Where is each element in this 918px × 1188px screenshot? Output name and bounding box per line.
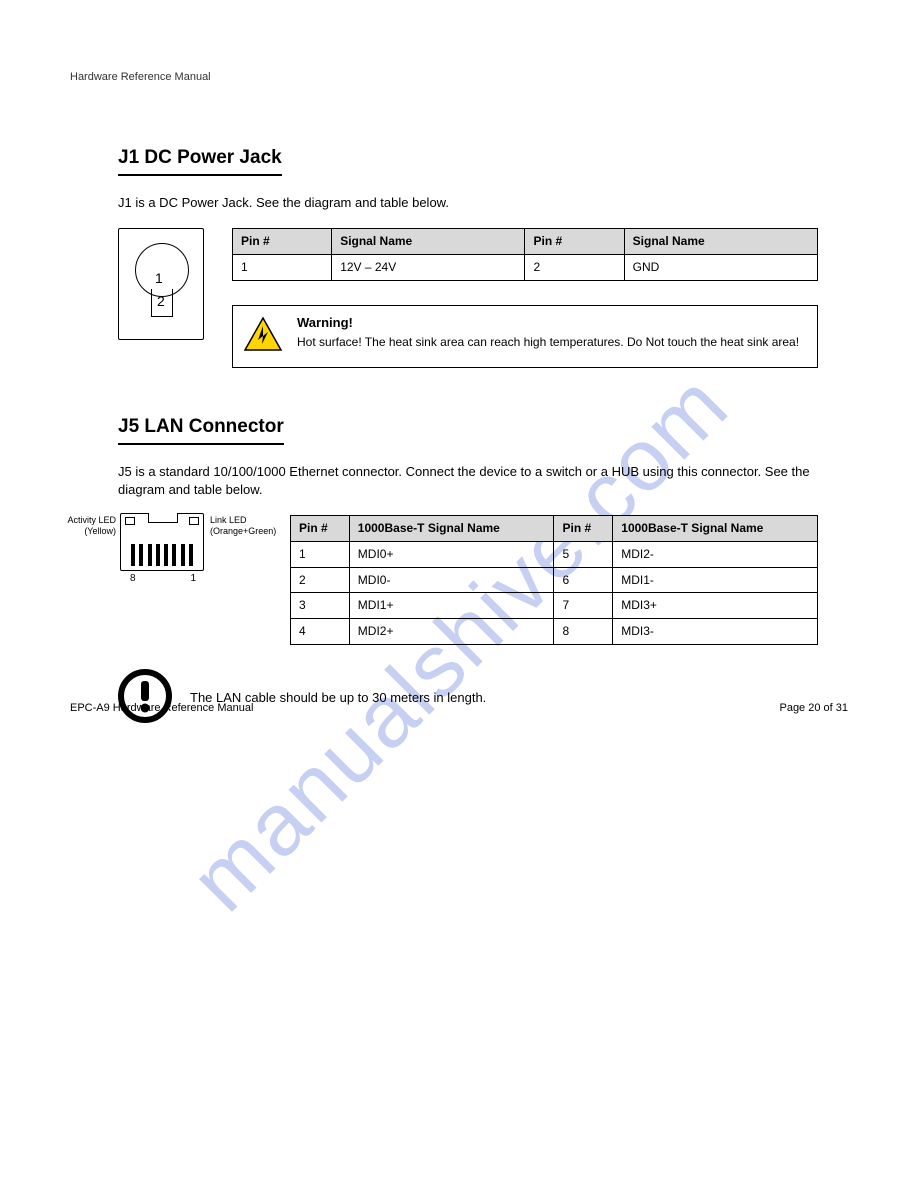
warning-triangle-icon bbox=[243, 316, 283, 357]
table-cell: 5 bbox=[554, 541, 613, 567]
table-cell: 12V – 24V bbox=[332, 254, 525, 280]
col-header: Signal Name bbox=[624, 229, 817, 255]
table-row: 1 12V – 24V 2 GND bbox=[233, 254, 818, 280]
table-cell: MDI3+ bbox=[613, 593, 818, 619]
table-cell: 6 bbox=[554, 567, 613, 593]
table-row: 2MDI0-6MDI1- bbox=[291, 567, 818, 593]
table-cell: MDI1+ bbox=[349, 593, 554, 619]
rj45-tab-icon bbox=[148, 513, 178, 523]
table-cell: MDI2- bbox=[613, 541, 818, 567]
pin-num-8: 8 bbox=[130, 573, 136, 585]
link-led-label: Link LED (Orange+Green) bbox=[210, 513, 262, 537]
table-cell: 8 bbox=[554, 619, 613, 645]
label-line: (Orange+Green) bbox=[210, 526, 276, 536]
dc-jack-diagram: 1 2 bbox=[118, 228, 204, 340]
rj45-pins-icon bbox=[131, 544, 193, 566]
col-header: 1000Base-T Signal Name bbox=[349, 515, 554, 541]
table-cell: MDI2+ bbox=[349, 619, 554, 645]
page-footer: EPC-A9 Hardware Reference Manual Page 20… bbox=[70, 701, 848, 716]
table-row: 3MDI1+7MDI3+ bbox=[291, 593, 818, 619]
dc-pin1-label: 1 bbox=[155, 269, 163, 289]
doc-header: Hardware Reference Manual bbox=[70, 70, 848, 85]
rj45-jack-icon bbox=[120, 513, 204, 571]
col-header: Pin # bbox=[554, 515, 613, 541]
lan-pin-table: Pin # 1000Base-T Signal Name Pin # 1000B… bbox=[290, 515, 818, 645]
rj45-diagram: Activity LED (Yellow) bbox=[64, 513, 262, 585]
label-line: Link LED bbox=[210, 515, 247, 525]
pin-num-1: 1 bbox=[190, 573, 196, 585]
lan-row: Activity LED (Yellow) bbox=[64, 511, 818, 645]
col-header: 1000Base-T Signal Name bbox=[613, 515, 818, 541]
table-cell: 3 bbox=[291, 593, 350, 619]
table-row: 4MDI2+8MDI3- bbox=[291, 619, 818, 645]
page-container: Hardware Reference Manual J1 DC Power Ja… bbox=[0, 0, 918, 768]
table-header-row: Pin # 1000Base-T Signal Name Pin # 1000B… bbox=[291, 515, 818, 541]
section-lan-title: J5 LAN Connector bbox=[118, 414, 284, 445]
link-led-icon bbox=[189, 517, 199, 525]
warning-heading: Warning! bbox=[297, 314, 799, 332]
dc-intro-text: J1 is a DC Power Jack. See the diagram a… bbox=[118, 194, 818, 212]
rj45-body: 8 1 bbox=[120, 513, 206, 585]
table-cell: MDI1- bbox=[613, 567, 818, 593]
label-line: Activity LED bbox=[67, 515, 116, 525]
activity-led-label: Activity LED (Yellow) bbox=[64, 513, 116, 537]
content-area: J1 DC Power Jack J1 is a DC Power Jack. … bbox=[118, 145, 818, 728]
table-cell: MDI0- bbox=[349, 567, 554, 593]
warning-text: Warning! Hot surface! The heat sink area… bbox=[297, 314, 799, 351]
label-line: (Yellow) bbox=[84, 526, 116, 536]
warning-body: Hot surface! The heat sink area can reac… bbox=[297, 334, 799, 351]
table-cell: 2 bbox=[291, 567, 350, 593]
table-cell: 1 bbox=[233, 254, 332, 280]
activity-led-icon bbox=[125, 517, 135, 525]
table-cell: 7 bbox=[554, 593, 613, 619]
col-header: Pin # bbox=[525, 229, 624, 255]
section-dc-power-title: J1 DC Power Jack bbox=[118, 145, 282, 176]
lan-detail-col: Pin # 1000Base-T Signal Name Pin # 1000B… bbox=[290, 511, 818, 645]
dc-detail-col: Pin # Signal Name Pin # Signal Name 1 12… bbox=[232, 224, 818, 368]
col-header: Pin # bbox=[291, 515, 350, 541]
footer-left: EPC-A9 Hardware Reference Manual bbox=[70, 701, 253, 716]
table-cell: 2 bbox=[525, 254, 624, 280]
warning-box: Warning! Hot surface! The heat sink area… bbox=[232, 305, 818, 368]
table-row: 1MDI0+5MDI2- bbox=[291, 541, 818, 567]
table-cell: GND bbox=[624, 254, 817, 280]
lan-intro-text: J5 is a standard 10/100/1000 Ethernet co… bbox=[118, 463, 818, 499]
dc-row: 1 2 Pin # Signal Name Pin # Signal Name bbox=[118, 224, 818, 368]
table-cell: 4 bbox=[291, 619, 350, 645]
dc-pin-table: Pin # Signal Name Pin # Signal Name 1 12… bbox=[232, 228, 818, 281]
footer-right: Page 20 of 31 bbox=[779, 701, 848, 716]
table-cell: 1 bbox=[291, 541, 350, 567]
table-cell: MDI0+ bbox=[349, 541, 554, 567]
table-header-row: Pin # Signal Name Pin # Signal Name bbox=[233, 229, 818, 255]
col-header: Signal Name bbox=[332, 229, 525, 255]
note-row: The LAN cable should be up to 30 meters … bbox=[118, 669, 818, 728]
dc-pin2-label: 2 bbox=[157, 292, 165, 312]
lan-diagram-col: Activity LED (Yellow) bbox=[64, 511, 262, 585]
note-icon bbox=[118, 669, 172, 728]
rj45-pin-numbers: 8 1 bbox=[120, 571, 206, 585]
col-header: Pin # bbox=[233, 229, 332, 255]
dc-diagram-col: 1 2 bbox=[118, 224, 204, 340]
table-cell: MDI3- bbox=[613, 619, 818, 645]
